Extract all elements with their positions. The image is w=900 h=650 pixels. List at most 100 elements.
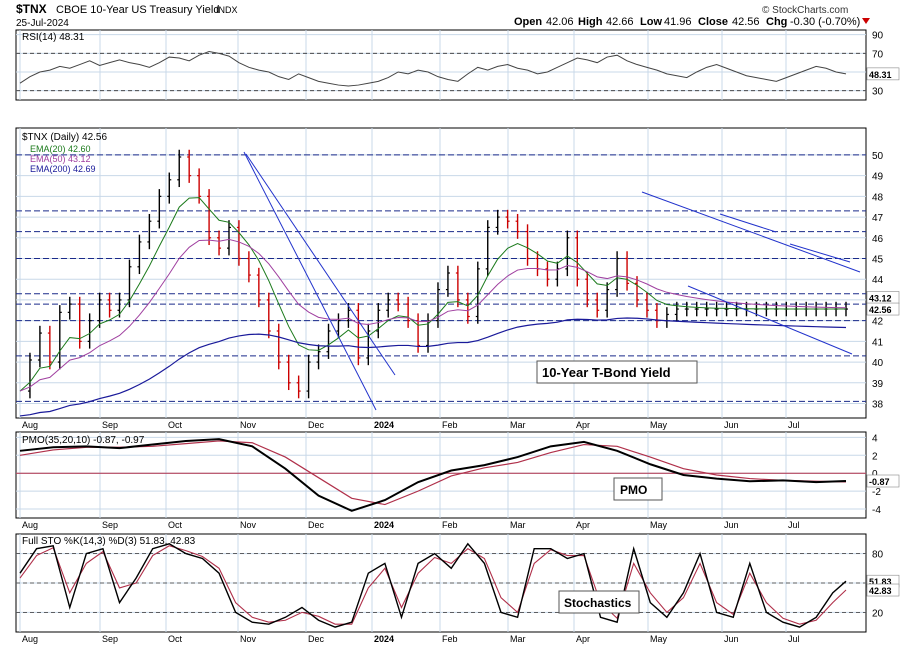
sto-month-label: Apr: [576, 634, 590, 644]
open-value: 42.06: [546, 16, 574, 28]
pmo-last-label-box: [866, 474, 900, 488]
price-month-label: Aug: [22, 420, 38, 430]
trend-line: [245, 153, 396, 376]
sto-month-label: Oct: [168, 634, 183, 644]
sto-d-label: 42.83: [869, 586, 892, 596]
pmo-legend: PMO(35,20,10) -0.87, -0.97: [22, 435, 145, 446]
pmo-month-label: Jun: [724, 520, 739, 530]
pmo-month-label: Sep: [102, 520, 118, 530]
sto-ytick-label: 80: [872, 550, 884, 561]
sto-month-label: Jun: [724, 634, 739, 644]
pmo-month-label: May: [650, 520, 668, 530]
sto-k-line: [19, 542, 847, 628]
rsi-panel: 9070503048.31: [15, 29, 900, 101]
sto-k-label: 51.83: [869, 577, 892, 587]
pmo-ytick-label: 2: [872, 451, 878, 462]
price-legend: $TNX (Daily) 42.56: [22, 132, 107, 143]
pmo-signal-line: [19, 440, 847, 506]
pmo-line: [19, 438, 847, 512]
price-annotation-box: [536, 360, 698, 384]
chg-value: -0.30 (-0.70%): [790, 16, 860, 28]
close-value: 42.56: [732, 16, 760, 28]
price-ytick-label: 50: [872, 151, 884, 162]
pmo-panel: 420-2-4-0.87AugSepOctNovDec2024FebMarApr…: [15, 431, 900, 530]
price-last-label-box: [866, 302, 900, 316]
stochastics-panel: 80502051.8342.83AugSepOctNovDec2024FebMa…: [15, 533, 900, 644]
price-month-label: Jul: [788, 420, 800, 430]
close-label: Close: [698, 16, 728, 28]
trend-line: [687, 285, 853, 355]
header-date: 25-Jul-2024: [16, 18, 69, 29]
header-symbol: $TNX: [16, 2, 47, 16]
sto-ytick-label: 20: [872, 608, 884, 619]
price-ytick-label: 41: [872, 337, 884, 348]
pmo-month-label: Dec: [308, 520, 325, 530]
chg-label: Chg: [766, 16, 787, 28]
pmo-annotation: PMO: [620, 483, 647, 497]
price-ytick-label: 49: [872, 172, 884, 183]
rsi-legend: RSI(14) 48.31: [22, 32, 85, 43]
rsi-ytick-label: 70: [872, 49, 884, 60]
pmo-month-label: 2024: [374, 520, 394, 530]
rsi-line: [19, 50, 847, 87]
sto-d-line: [19, 545, 847, 625]
pmo-month-label: Apr: [576, 520, 590, 530]
ema50-legend: EMA(50) 43.12: [30, 154, 91, 164]
pmo-legend-text: PMO(35,20,10) -0.87, -0.97: [22, 435, 145, 446]
open-label: Open: [514, 16, 542, 28]
pmo-month-label: Mar: [510, 520, 526, 530]
sto-month-label: Aug: [22, 634, 38, 644]
price-month-label: Dec: [308, 420, 325, 430]
price-ytick-label: 47: [872, 213, 884, 224]
price-ytick-label: 48: [872, 192, 884, 203]
sto-month-label: Mar: [510, 634, 526, 644]
trend-line: [243, 151, 377, 411]
sto-month-label: Nov: [240, 634, 257, 644]
sto-month-label: Feb: [442, 634, 458, 644]
sto-annotation: Stochastics: [564, 596, 632, 610]
rsi-last-label: 48.31: [869, 70, 892, 80]
trend-line: [719, 213, 777, 233]
header-exchange: INDX: [216, 5, 238, 15]
header-name: CBOE 10-Year US Treasury Yield: [56, 4, 219, 16]
pmo-month-label: Jul: [788, 520, 800, 530]
price-month-label: Jun: [724, 420, 739, 430]
pmo-ytick-label: -4: [872, 505, 881, 516]
pmo-month-label: Aug: [22, 520, 38, 530]
high-value: 42.66: [606, 16, 634, 28]
price-month-label: Feb: [442, 420, 458, 430]
watermark: © StockCharts.com: [762, 5, 848, 16]
sto-d-label-box: [866, 583, 900, 597]
high-label: High: [578, 16, 603, 28]
price-ytick-label: 46: [872, 234, 884, 245]
pmo-ytick-label: 4: [872, 433, 878, 444]
sto-month-label: Dec: [308, 634, 325, 644]
rsi-frame: [15, 29, 867, 101]
price-month-label: Mar: [510, 420, 526, 430]
price-panel: 3839404142434445464748495043.1242.56AugS…: [15, 127, 900, 430]
price-ytick-label: 45: [872, 255, 884, 266]
price-ytick-label: 44: [872, 275, 884, 286]
rsi-ytick-label: 30: [872, 87, 884, 98]
ema20-legend: EMA(20) 42.60: [30, 144, 91, 154]
low-value: 41.96: [664, 16, 692, 28]
price-frame: [15, 127, 867, 419]
rsi-last-label-box: [866, 67, 900, 81]
sto-month-label: May: [650, 634, 668, 644]
trend-line: [641, 191, 861, 273]
down-arrow-icon: [862, 18, 870, 24]
price-ytick-label: 39: [872, 379, 884, 390]
price-month-label: 2024: [374, 420, 394, 430]
price-month-label: Apr: [576, 420, 590, 430]
low-label: Low: [640, 16, 662, 28]
price-month-label: May: [650, 420, 668, 430]
price-ytick-label: 40: [872, 358, 884, 369]
pmo-month-label: Oct: [168, 520, 183, 530]
price-month-label: Oct: [168, 420, 183, 430]
price-month-label: Sep: [102, 420, 118, 430]
sto-month-label: Jul: [788, 634, 800, 644]
price-month-label: Nov: [240, 420, 257, 430]
pmo-annotation-box: [613, 477, 663, 501]
rsi-ytick-label: 90: [872, 31, 884, 42]
